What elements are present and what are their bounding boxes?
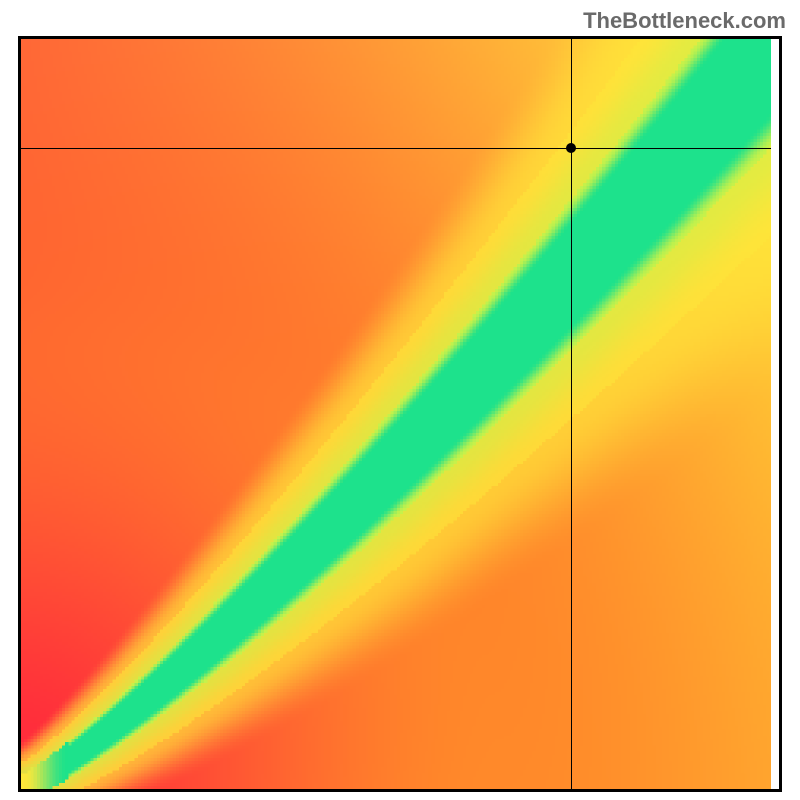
- crosshair-horizontal: [21, 148, 779, 149]
- watermark-label: TheBottleneck.com: [583, 8, 786, 34]
- chart-container: TheBottleneck.com: [0, 0, 800, 800]
- right-white-strip: [771, 39, 779, 789]
- crosshair-dot: [566, 143, 576, 153]
- heatmap-canvas: [21, 39, 779, 789]
- plot-frame: [18, 36, 782, 792]
